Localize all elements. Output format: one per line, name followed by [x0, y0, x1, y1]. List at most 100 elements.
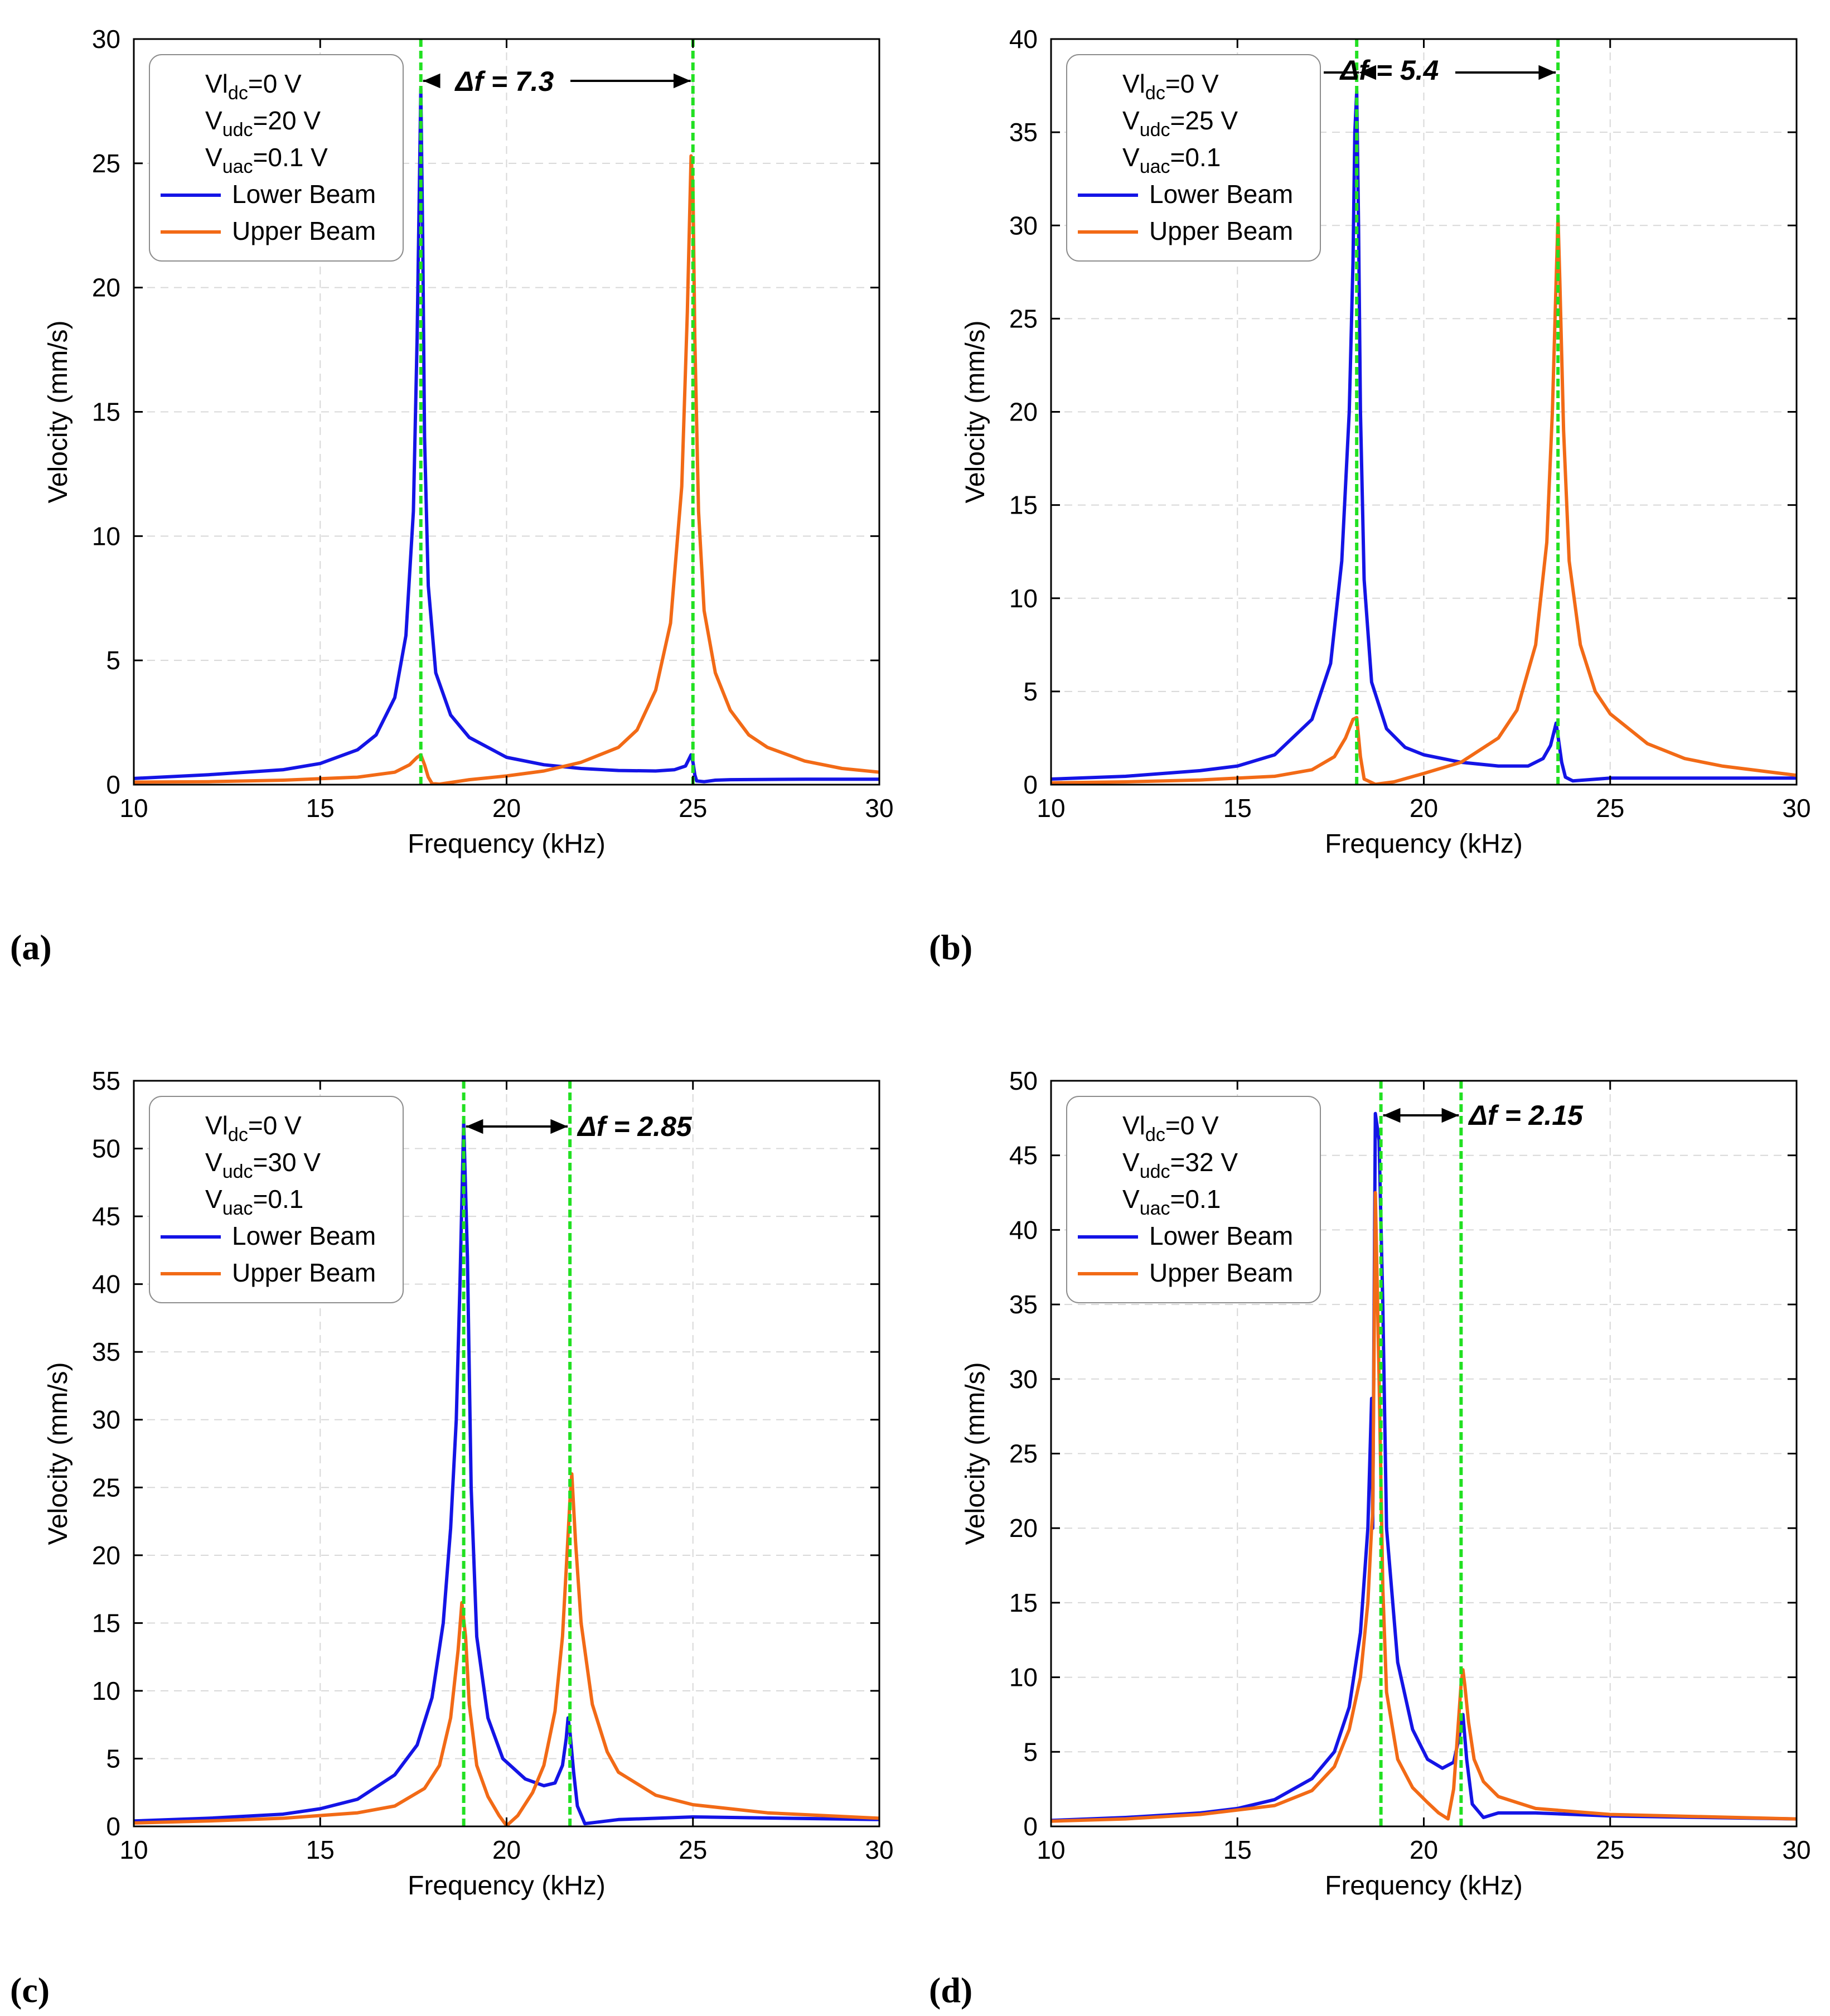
series-line-upper-beam [1051, 1191, 1797, 1823]
voltage-symbol: Vl [205, 1111, 228, 1140]
x-tick-label: 25 [1596, 1835, 1624, 1864]
legend-box [1066, 1096, 1321, 1303]
y-tick-label: 20 [92, 1541, 120, 1570]
x-axis-label: Frequency (kHz) [408, 1871, 606, 1901]
voltage-symbol: V [205, 1185, 222, 1214]
x-axis-label: Frequency (kHz) [408, 829, 606, 859]
y-tick-label: 35 [1009, 118, 1038, 147]
voltage-subscript: dc [228, 83, 248, 104]
delta-f-annotation: Δf = 2.15 [1383, 1100, 1584, 1131]
y-tick-label: 15 [1009, 491, 1038, 520]
y-axis-label: Velocity (mm/s) [961, 1362, 990, 1545]
delta-arrowhead-right [673, 73, 691, 89]
voltage-subscript: dc [1145, 83, 1165, 104]
y-tick-label: 25 [1009, 1439, 1038, 1468]
y-tick-label: 10 [92, 521, 120, 550]
delta-arrowhead-left [466, 1119, 483, 1134]
y-tick-label: 40 [1009, 25, 1038, 54]
voltage-value: =0 V [248, 1111, 302, 1140]
legend-box [149, 54, 404, 262]
y-tick-label: 5 [1023, 1737, 1038, 1766]
voltage-subscript: uac [1140, 1198, 1170, 1219]
chart-panel-d: 10 15 20 25 30 0 5 10 15 20 25 30 35 40 45 50 Frequency … [929, 1066, 1811, 2010]
voltage-annotation: Vuac=0.1 [205, 1185, 303, 1219]
voltage-subscript: dc [228, 1124, 248, 1145]
y-tick-label: 20 [1009, 398, 1038, 427]
voltage-subscript: dc [1145, 1124, 1165, 1145]
y-tick-label: 40 [1009, 1215, 1038, 1244]
y-tick-label: 15 [92, 1608, 120, 1637]
voltage-annotation: Vuac=0.1 [1122, 143, 1221, 177]
voltage-subscript: uac [1140, 156, 1170, 177]
x-tick-label: 25 [679, 1835, 707, 1864]
y-tick-label: 10 [92, 1676, 120, 1705]
x-tick-label: 10 [1037, 1835, 1065, 1864]
delta-f-annotation: Δf = 2.85 [466, 1111, 693, 1142]
delta-arrowhead-right [1441, 1108, 1459, 1123]
x-tick-label: 15 [306, 794, 335, 823]
chart-panel-a: 10 15 20 25 30 0 5 10 15 20 25 30 Frequency (kHz) Vel… [10, 25, 894, 967]
delta-f-label: Δf = 5.4 [1339, 55, 1439, 86]
panel-label: (b) [929, 927, 972, 967]
legend-box [149, 1096, 404, 1303]
voltage-subscript: udc [222, 119, 253, 141]
y-tick-label: 15 [1009, 1588, 1038, 1617]
y-tick-label: 45 [92, 1202, 120, 1231]
voltage-value: =0.1 [1170, 1185, 1221, 1214]
voltage-value: =0.1 V [253, 143, 328, 172]
delta-arrowhead-left [1383, 1108, 1401, 1123]
voltage-annotation: Vldc=0 V [205, 1111, 302, 1145]
series-line-upper-beam [134, 1472, 879, 1826]
voltage-symbol: V [1122, 1185, 1140, 1214]
x-tick-label: 10 [119, 1835, 148, 1864]
voltage-symbol: V [205, 1148, 222, 1177]
voltage-symbol: V [1122, 1148, 1140, 1177]
voltage-symbol: V [205, 106, 222, 135]
legend-box [1066, 54, 1321, 262]
y-tick-label: 25 [92, 1473, 120, 1502]
y-tick-label: 30 [92, 1405, 120, 1434]
chart-panel-b: 10 15 20 25 30 0 5 10 15 20 25 30 35 40 Frequency (kHz… [929, 25, 1811, 967]
legend-label-upper-beam: Upper Beam [1149, 216, 1293, 245]
x-tick-label: 15 [1223, 794, 1252, 823]
y-tick-label: 50 [92, 1134, 120, 1163]
x-axis-label: Frequency (kHz) [1325, 829, 1523, 859]
delta-f-label: Δf = 2.85 [577, 1111, 693, 1142]
x-tick-label: 15 [306, 1835, 335, 1864]
voltage-value: =0 V [1165, 69, 1219, 98]
voltage-annotation: Vuac=0.1 [1122, 1185, 1221, 1219]
y-tick-label: 5 [1023, 677, 1038, 706]
legend-label-lower-beam: Lower Beam [1149, 180, 1293, 209]
y-tick-label: 10 [1009, 584, 1038, 613]
voltage-value: =25 V [1170, 106, 1238, 135]
delta-f-annotation: Δf = 5.4 [1324, 55, 1556, 86]
voltage-symbol: Vl [205, 69, 228, 98]
chart-panel-c: 10 15 20 25 30 0 5 10 15 20 25 30 35 40 45 50 55 Frequenc… [10, 1066, 894, 2010]
delta-f-label: Δf = 2.15 [1468, 1100, 1584, 1131]
y-tick-label: 25 [92, 149, 120, 178]
series-group [134, 87, 879, 785]
series-line-lower-beam [1051, 1111, 1797, 1822]
y-tick-label: 35 [1009, 1290, 1038, 1319]
voltage-annotation: Vldc=0 V [205, 69, 302, 104]
y-tick-label: 0 [1023, 770, 1038, 799]
y-tick-label: 55 [92, 1066, 120, 1095]
voltage-annotation: Vuac=0.1 V [205, 143, 328, 177]
voltage-symbol: V [1122, 143, 1140, 172]
panel-label: (d) [929, 1970, 972, 2010]
y-tick-label: 5 [106, 1744, 120, 1773]
x-tick-label: 30 [1782, 794, 1810, 823]
y-tick-label: 30 [1009, 1365, 1038, 1394]
voltage-value: =32 V [1170, 1148, 1238, 1177]
voltage-annotation: Vudc=25 V [1122, 106, 1238, 141]
y-tick-label: 20 [1009, 1514, 1038, 1543]
series-line-lower-beam [134, 1119, 879, 1826]
y-tick-label: 30 [92, 25, 120, 54]
x-tick-label: 25 [1596, 794, 1624, 823]
voltage-value: =20 V [253, 106, 321, 135]
voltage-symbol: Vl [1122, 69, 1145, 98]
x-tick-label: 20 [1410, 794, 1438, 823]
